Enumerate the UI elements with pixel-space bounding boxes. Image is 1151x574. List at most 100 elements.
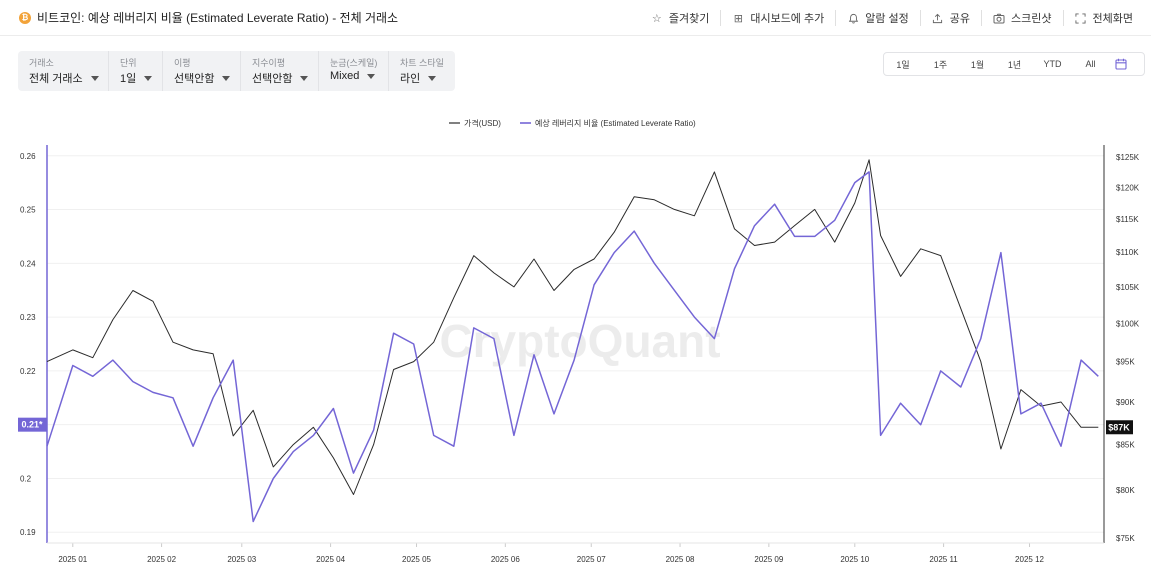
right-tick-label: $95K bbox=[1116, 358, 1135, 367]
chevron-down-icon bbox=[367, 73, 376, 79]
right-tick-label: $90K bbox=[1116, 398, 1135, 407]
right-tick-label: $105K bbox=[1116, 283, 1140, 292]
right-tick-label: $125K bbox=[1116, 153, 1140, 162]
camera-icon bbox=[993, 12, 1005, 24]
x-tick-label: 2025 02 bbox=[147, 555, 176, 564]
exp-moving-average-select-value: 선택안함 bbox=[252, 73, 293, 85]
range-selector: 1일 1주 1월 1년 YTD All bbox=[883, 52, 1145, 76]
chart-style-select[interactable]: 차트 스타일 라인 bbox=[388, 51, 455, 91]
right-tick-label: $110K bbox=[1116, 248, 1139, 257]
unit-select[interactable]: 단위 1일 bbox=[108, 51, 162, 91]
chart-series bbox=[46, 159, 1099, 523]
current-price-label: $87K bbox=[1108, 422, 1130, 432]
right-tick-label: $75K bbox=[1116, 534, 1135, 543]
screenshot-label: 스크린샷 bbox=[1011, 13, 1052, 25]
fullscreen-button[interactable]: 전체화면 bbox=[1062, 10, 1144, 26]
add-to-dashboard-label: 대시보드에 추가 bbox=[750, 13, 825, 25]
left-tick-label: 0.2 bbox=[20, 474, 32, 483]
x-tick-label: 2025 08 bbox=[666, 555, 695, 564]
chevron-down-icon bbox=[144, 75, 153, 81]
right-tick-label: $115K bbox=[1116, 215, 1139, 224]
left-tick-label: 0.26 bbox=[20, 152, 36, 161]
moving-average-select[interactable]: 이평 선택안함 bbox=[162, 51, 240, 91]
moving-average-select-value: 선택안함 bbox=[174, 73, 215, 85]
exchange-select-value: 전체 거래소 bbox=[29, 73, 83, 85]
chevron-down-icon bbox=[90, 75, 99, 81]
price-series-line[interactable] bbox=[46, 159, 1099, 495]
header-actions: ☆ 즐겨찾기 ⊞ 대시보드에 추가 알람 설정 공유 스크린샷 bbox=[640, 0, 1144, 36]
range-ytd-button[interactable]: YTD bbox=[1043, 59, 1062, 69]
current-ratio-label: 0.21* bbox=[21, 420, 43, 430]
chevron-down-icon bbox=[222, 75, 231, 81]
right-tick-label: $85K bbox=[1116, 441, 1135, 450]
right-tick-label: $80K bbox=[1116, 486, 1135, 495]
header: ₿ 비트코인: 예상 레버리지 비율 (Estimated Leverate R… bbox=[0, 0, 1151, 36]
legend-price[interactable]: 가격(USD) bbox=[464, 118, 501, 128]
moving-average-select-label: 이평 bbox=[174, 58, 191, 68]
scale-select-label: 눈금(스케일) bbox=[330, 58, 378, 68]
screenshot-button[interactable]: 스크린샷 bbox=[981, 10, 1062, 26]
range-1d-button[interactable]: 1일 bbox=[896, 59, 910, 70]
exchange-select[interactable]: 거래소 전체 거래소 bbox=[18, 51, 108, 91]
watermark: CryptoQuant bbox=[439, 315, 720, 367]
ratio-series-line[interactable] bbox=[46, 171, 1099, 523]
calendar-icon[interactable] bbox=[1109, 53, 1133, 75]
share-icon bbox=[932, 12, 944, 24]
current-price-marker: $87K bbox=[1106, 420, 1133, 435]
favorite-button[interactable]: ☆ 즐겨찾기 bbox=[640, 10, 720, 26]
x-tick-label: 2025 05 bbox=[402, 555, 431, 564]
x-tick-label: 2025 07 bbox=[577, 555, 606, 564]
x-tick-label: 2025 09 bbox=[754, 555, 783, 564]
x-tick-label: 2025 01 bbox=[58, 555, 87, 564]
range-1w-button[interactable]: 1주 bbox=[933, 59, 948, 70]
right-axis: $75K $80K $85K $90K $95K $100K $105K $110K $115K… bbox=[1116, 153, 1140, 543]
chevron-down-icon bbox=[428, 75, 437, 81]
legend-ratio[interactable]: 예상 레버리지 비율 (Estimated Leverate Ratio) bbox=[535, 118, 696, 128]
unit-select-label: 단위 bbox=[120, 58, 137, 68]
bitcoin-icon: ₿ bbox=[19, 11, 31, 24]
left-tick-label: 0.19 bbox=[20, 528, 36, 537]
chevron-down-icon bbox=[300, 75, 309, 81]
add-to-dashboard-button[interactable]: ⊞ 대시보드에 추가 bbox=[720, 10, 835, 26]
exp-moving-average-select-label: 지수이평 bbox=[252, 58, 286, 68]
alert-setting-button[interactable]: 알람 설정 bbox=[835, 10, 920, 26]
bell-icon bbox=[847, 12, 859, 24]
favorite-label: 즐겨찾기 bbox=[668, 13, 710, 25]
scale-select-value: Mixed bbox=[330, 70, 360, 82]
add-square-icon: ⊞ bbox=[733, 12, 743, 25]
star-icon: ☆ bbox=[651, 12, 662, 25]
x-tick-label: 2025 11 bbox=[929, 555, 958, 564]
left-tick-label: 0.24 bbox=[20, 259, 36, 268]
chart-grid bbox=[47, 155, 1104, 533]
fullscreen-label: 전체화면 bbox=[1092, 13, 1133, 25]
left-tick-label: 0.25 bbox=[20, 206, 36, 215]
filter-bar: 거래소 전체 거래소 단위 1일 이평 선택안함 지수이평 선택안함 눈금(스케… bbox=[18, 51, 455, 91]
chart-style-select-value: 라인 bbox=[400, 73, 421, 85]
x-axis: 2025 01 2025 02 2025 03 2025 04 2025 05 2025 … bbox=[58, 543, 1045, 564]
range-1y-button[interactable]: 1년 bbox=[1007, 59, 1022, 70]
page-title: 비트코인: 예상 레버리지 비율 (Estimated Leverate Rat… bbox=[37, 11, 399, 25]
current-ratio-marker: 0.21* bbox=[18, 417, 47, 432]
right-tick-label: $100K bbox=[1116, 319, 1140, 328]
x-tick-label: 2025 06 bbox=[491, 555, 520, 564]
share-button[interactable]: 공유 bbox=[919, 10, 981, 26]
exchange-select-label: 거래소 bbox=[29, 58, 54, 68]
chart[interactable]: CryptoQuant 가격(USD) 예상 레버리지 비율 (Estimate… bbox=[0, 105, 1151, 574]
fullscreen-icon bbox=[1075, 12, 1087, 24]
right-tick-label: $120K bbox=[1116, 183, 1140, 192]
left-axis: 0.190.20.210.220.230.240.250.26 bbox=[20, 152, 36, 537]
alert-setting-label: 알람 설정 bbox=[865, 13, 909, 25]
range-1m-button[interactable]: 1월 bbox=[970, 59, 985, 70]
unit-select-value: 1일 bbox=[120, 73, 137, 85]
scale-select[interactable]: 눈금(스케일) Mixed bbox=[318, 51, 388, 91]
x-tick-label: 2025 03 bbox=[227, 555, 256, 564]
x-tick-label: 2025 12 bbox=[1015, 555, 1044, 564]
x-tick-label: 2025 10 bbox=[840, 555, 869, 564]
share-label: 공유 bbox=[949, 13, 971, 25]
chart-legend: 가격(USD) 예상 레버리지 비율 (Estimated Leverate R… bbox=[449, 118, 696, 128]
range-all-button[interactable]: All bbox=[1085, 59, 1096, 69]
chart-style-select-label: 차트 스타일 bbox=[400, 58, 444, 68]
exp-moving-average-select[interactable]: 지수이평 선택안함 bbox=[240, 51, 318, 91]
x-tick-label: 2025 04 bbox=[316, 555, 345, 564]
left-tick-label: 0.23 bbox=[20, 313, 36, 322]
